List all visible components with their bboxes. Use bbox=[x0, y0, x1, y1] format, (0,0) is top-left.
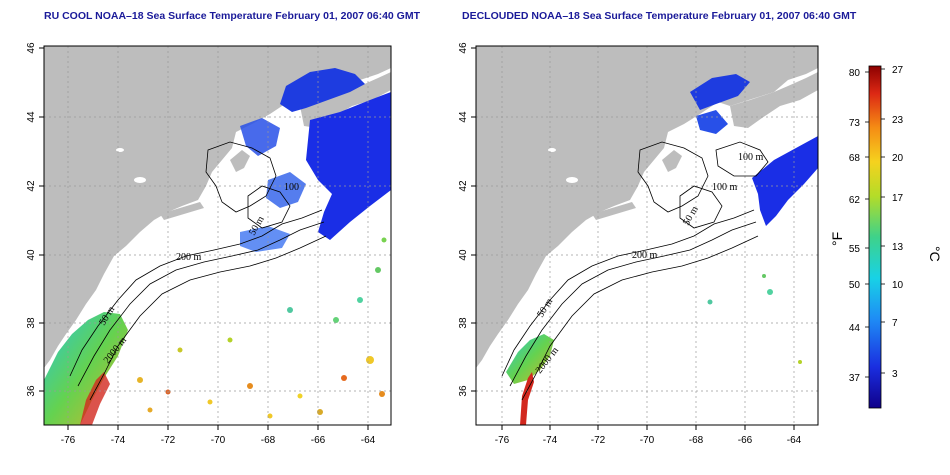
right-sst-speckles bbox=[707, 274, 802, 364]
right-x-tick-label: -68 bbox=[689, 435, 704, 446]
right-grid bbox=[476, 46, 818, 425]
colorbar-f-tick-label: 68 bbox=[849, 153, 861, 164]
left-y-tick-label: 44 bbox=[26, 111, 37, 123]
right-x-tick-label: -64 bbox=[787, 435, 802, 446]
right-contours bbox=[501, 141, 769, 401]
left-contour-label-200: 200 m bbox=[176, 252, 202, 263]
left-land bbox=[44, 46, 391, 368]
left-x-tick-label: -74 bbox=[111, 435, 126, 446]
right-x-tick-label: -76 bbox=[495, 435, 510, 446]
right-sst-hot-hatteras bbox=[520, 372, 534, 425]
left-panel-title: RU COOL NOAA–18 Sea Surface Temperature … bbox=[44, 10, 421, 22]
left-x-tick-label: -64 bbox=[361, 435, 376, 446]
fahrenheit-unit-label: °F bbox=[829, 232, 845, 246]
colorbar-f-tick-label: 55 bbox=[849, 244, 861, 255]
colorbar-f-tick-label: 37 bbox=[849, 373, 861, 384]
right-land-long-island bbox=[592, 202, 636, 220]
right-contour-label-100a: 100 m bbox=[738, 152, 764, 163]
right-sst-cold-bay bbox=[696, 110, 728, 134]
colorbar-c-tick-label: 7 bbox=[892, 318, 898, 329]
right-y-tick-label: 44 bbox=[458, 111, 469, 123]
left-y-tick-label: 42 bbox=[26, 180, 37, 192]
left-sst-cold-shelf bbox=[240, 226, 290, 252]
left-sst-cold-patches-2 bbox=[266, 172, 306, 208]
right-land bbox=[476, 46, 818, 368]
right-lake bbox=[566, 177, 578, 183]
colorbar-f-tick-label: 73 bbox=[849, 118, 861, 129]
right-lake-2 bbox=[548, 148, 556, 152]
left-land-cape bbox=[230, 150, 250, 172]
colorbar-c-tick-label: 17 bbox=[892, 193, 904, 204]
right-x-tick-label: -72 bbox=[591, 435, 606, 446]
colorbar-c-tick-label: 27 bbox=[892, 65, 904, 76]
colorbar-c-tick-label: 20 bbox=[892, 153, 904, 164]
left-x-tick-label: -70 bbox=[211, 435, 226, 446]
right-y-tick-label: 36 bbox=[458, 385, 469, 397]
right-land-cape bbox=[662, 150, 682, 172]
left-lake bbox=[134, 177, 146, 183]
colorbar-fahrenheit-ticks: 80 73 68 62 55 50 44 37 bbox=[849, 68, 869, 384]
colorbar-f-tick-label: 62 bbox=[849, 195, 861, 206]
colorbar-c-tick-label: 13 bbox=[892, 242, 904, 253]
left-sst-cold-gulf-of-maine bbox=[280, 68, 365, 112]
left-y-tick-label: 36 bbox=[26, 385, 37, 397]
right-x-tick-label: -74 bbox=[543, 435, 558, 446]
left-x-tick-label: -68 bbox=[261, 435, 276, 446]
left-contour-label-100: 100 bbox=[284, 182, 299, 193]
right-panel-title: DECLOUDED NOAA–18 Sea Surface Temperatur… bbox=[462, 10, 857, 22]
right-x-tick-label: -70 bbox=[640, 435, 655, 446]
right-y-tick-label: 46 bbox=[458, 42, 469, 54]
right-x-tick-label: -66 bbox=[738, 435, 753, 446]
left-x-tick-label: -72 bbox=[161, 435, 176, 446]
colorbar-f-tick-label: 50 bbox=[849, 280, 861, 291]
left-lake-2 bbox=[116, 148, 124, 152]
left-y-axis: 36 38 40 42 44 46 bbox=[26, 42, 44, 397]
left-sst-warm-hatteras bbox=[44, 312, 128, 425]
colorbar-celsius-ticks: 27 23 20 17 13 10 7 3 bbox=[881, 65, 904, 380]
left-sst-cold-scotian bbox=[306, 92, 391, 240]
left-grid bbox=[44, 46, 391, 425]
right-contour-label-100b: 100 m bbox=[712, 182, 738, 193]
colorbar-c-tick-label: 10 bbox=[892, 280, 904, 291]
right-contour-label-50a: 50 m bbox=[681, 204, 701, 227]
left-sst-hot-hatteras bbox=[80, 372, 110, 425]
colorbar-f-tick-label: 44 bbox=[849, 323, 861, 334]
right-x-axis: -76 -74 -72 -70 -68 -66 -64 bbox=[495, 425, 802, 446]
left-y-tick-label: 40 bbox=[26, 249, 37, 261]
colorbar-f-tick-label: 80 bbox=[849, 68, 861, 79]
right-land-nova-scotia bbox=[730, 72, 818, 128]
left-y-tick-label: 38 bbox=[26, 317, 37, 329]
left-land-long-island bbox=[160, 202, 204, 220]
right-y-axis: 36 38 40 42 44 46 bbox=[458, 42, 476, 397]
right-y-tick-label: 40 bbox=[458, 249, 469, 261]
colorbar-c-tick-label: 23 bbox=[892, 115, 904, 126]
colorbar-c-tick-label: 3 bbox=[892, 369, 898, 380]
right-contour-label-200: 200 m bbox=[632, 250, 658, 261]
left-contours bbox=[69, 141, 327, 401]
celsius-unit-label: °C bbox=[927, 246, 943, 262]
left-x-tick-label: -66 bbox=[311, 435, 326, 446]
left-y-tick-label: 46 bbox=[26, 42, 37, 54]
right-sst-cold-gulf bbox=[690, 74, 750, 110]
left-sst-cold-patches bbox=[240, 118, 280, 156]
right-sst-cold-scotian bbox=[752, 136, 818, 226]
left-sst-speckles bbox=[137, 237, 387, 419]
right-map-panel bbox=[476, 46, 818, 425]
colorbar-gradient bbox=[868, 65, 882, 409]
right-y-tick-label: 38 bbox=[458, 317, 469, 329]
left-x-axis: -76 -74 -72 -70 -68 -66 -64 bbox=[61, 425, 376, 446]
left-map-panel bbox=[44, 46, 391, 425]
right-y-tick-label: 42 bbox=[458, 180, 469, 192]
left-x-tick-label: -76 bbox=[61, 435, 76, 446]
